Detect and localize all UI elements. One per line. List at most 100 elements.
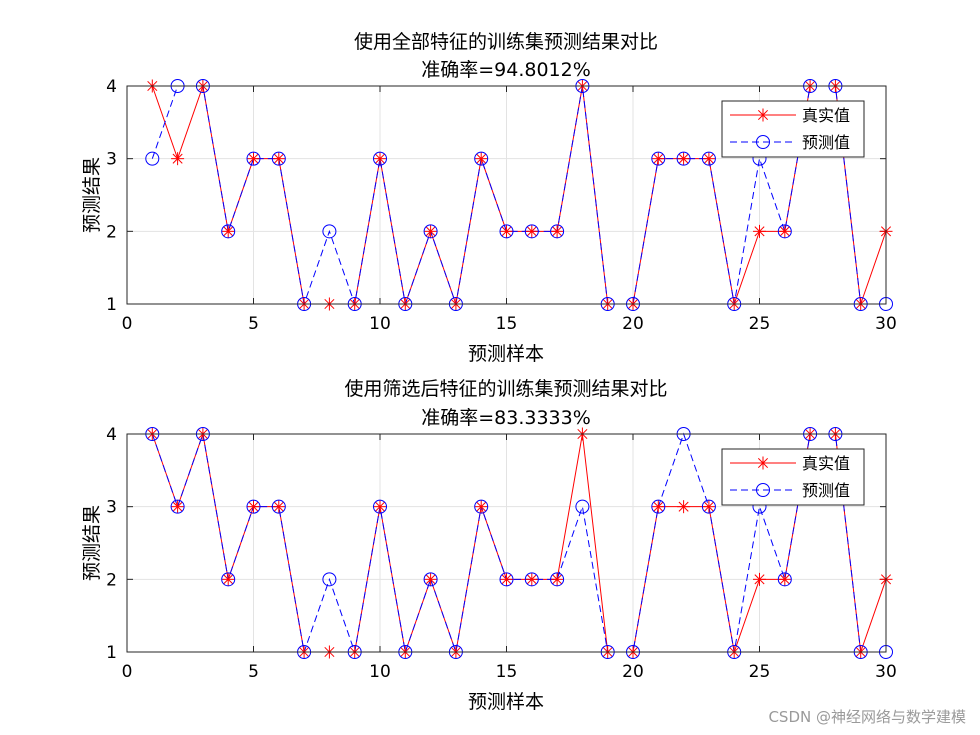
point-actual — [424, 572, 438, 586]
subplot-2-legend-box — [721, 448, 865, 506]
point-actual — [424, 224, 438, 238]
point-predicted — [423, 224, 438, 239]
point-predicted — [524, 224, 539, 239]
x-tick-label: 0 — [122, 314, 133, 334]
y-tick-label: 4 — [106, 425, 117, 445]
subplot-1-xlabel: 预测样本 — [468, 343, 544, 365]
point-predicted — [221, 224, 236, 239]
point-actual — [651, 152, 665, 166]
point-actual — [753, 224, 766, 238]
point-actual — [272, 152, 286, 166]
point-actual — [171, 152, 185, 166]
point-predicted — [474, 151, 489, 166]
x-tick-label: 5 — [248, 662, 259, 682]
subplot-1-legend-box — [721, 100, 865, 158]
point-actual — [677, 152, 691, 166]
point-predicted — [651, 151, 666, 166]
point-actual — [778, 224, 792, 238]
point-actual — [753, 572, 766, 586]
point-predicted — [246, 151, 261, 166]
subplot-1-legend-marker-pred — [756, 135, 770, 149]
subplot-1-axes-box — [126, 85, 887, 305]
subplot-2-title: 使用筛选后特征的训练集预测结果对比 — [344, 378, 667, 400]
subplot-2-xticks: 0 5 10 15 20 25 30 — [122, 434, 897, 682]
point-predicted — [373, 151, 387, 166]
x-tick-label: 20 — [622, 662, 644, 682]
subplot-2-xlabel: 预测样本 — [468, 691, 544, 713]
point-actual — [474, 152, 488, 166]
x-tick-label: 25 — [749, 314, 771, 334]
point-actual — [247, 152, 260, 166]
point-predicted — [499, 572, 514, 587]
point-actual — [474, 500, 488, 514]
point-predicted — [221, 572, 236, 587]
point-predicted — [701, 151, 716, 166]
point-predicted — [550, 224, 565, 239]
point-predicted — [777, 572, 792, 587]
subplot-2-legend-marker-actual — [756, 456, 770, 470]
legend-asterisk-glyph — [756, 456, 770, 470]
watermark-text: CSDN @神经网络与数学建模 — [768, 708, 966, 726]
point-predicted — [701, 499, 716, 514]
point-predicted — [271, 499, 286, 514]
legend-asterisk-glyph — [756, 108, 770, 122]
point-actual — [500, 572, 513, 586]
point-predicted — [777, 224, 792, 239]
point-predicted — [651, 499, 666, 514]
point-actual — [221, 224, 235, 238]
subplot-2-legend-label-pred: 预测值 — [802, 481, 850, 500]
point-actual — [702, 152, 716, 166]
point-predicted — [499, 224, 514, 239]
x-tick-label: 10 — [369, 662, 391, 682]
subplot-2-legend-marker-pred — [756, 483, 770, 497]
point-predicted — [474, 499, 489, 514]
subplot-1: 使用全部特征的训练集预测结果对比 准确率=94.8012% 0 5 10 15 20 25… — [81, 31, 897, 365]
y-tick-label: 3 — [106, 150, 117, 170]
subplot-1-legend-marker-actual — [756, 108, 770, 122]
point-predicted — [322, 224, 337, 239]
subplot-2-legend: 真实值 预测值 — [721, 448, 865, 506]
point-predicted — [676, 151, 691, 166]
point-predicted — [550, 572, 565, 587]
point-predicted — [271, 151, 286, 166]
subplot-1-ylabel: 预测结果 — [81, 157, 103, 233]
x-tick-label: 15 — [496, 314, 518, 334]
subplot-1-legend-label-pred: 预测值 — [802, 133, 850, 152]
point-actual — [525, 572, 539, 586]
point-predicted — [524, 572, 539, 587]
point-predicted — [373, 499, 387, 514]
point-actual — [373, 500, 387, 514]
point-predicted — [575, 499, 590, 514]
subplot-2-ylabel: 预测结果 — [81, 505, 103, 581]
y-tick-label: 3 — [106, 498, 117, 518]
y-tick-label: 2 — [106, 222, 117, 242]
subplot-2-legend-label-actual: 真实值 — [802, 454, 850, 473]
point-actual — [550, 224, 564, 238]
point-actual — [677, 500, 691, 514]
point-actual — [373, 152, 387, 166]
point-actual — [171, 500, 185, 514]
point-predicted — [423, 572, 438, 587]
x-tick-label: 20 — [622, 314, 644, 334]
point-actual — [778, 572, 792, 586]
subplot-2-axes-box — [126, 433, 887, 653]
x-tick-label: 5 — [248, 314, 259, 334]
x-tick-label: 0 — [122, 662, 133, 682]
point-actual — [272, 500, 286, 514]
subplot-1-legend-label-actual: 真实值 — [802, 106, 850, 125]
point-predicted — [145, 151, 160, 166]
subplot-1-title: 使用全部特征的训练集预测结果对比 — [354, 31, 658, 53]
subplot-1-subtitle: 准确率=94.8012% — [421, 59, 591, 81]
subplot-1-legend: 真实值 预测值 — [721, 100, 865, 158]
point-actual — [221, 572, 235, 586]
point-actual — [702, 500, 716, 514]
y-tick-label: 1 — [106, 643, 117, 663]
point-actual — [247, 500, 260, 514]
point-actual — [651, 500, 665, 514]
x-tick-label: 30 — [875, 662, 897, 682]
subplot-2: 使用筛选后特征的训练集预测结果对比 准确率=83.3333% 0 5 10 15 20 2… — [81, 378, 897, 713]
point-predicted — [170, 499, 185, 514]
y-tick-label: 4 — [106, 77, 117, 97]
y-tick-label: 2 — [106, 570, 117, 590]
